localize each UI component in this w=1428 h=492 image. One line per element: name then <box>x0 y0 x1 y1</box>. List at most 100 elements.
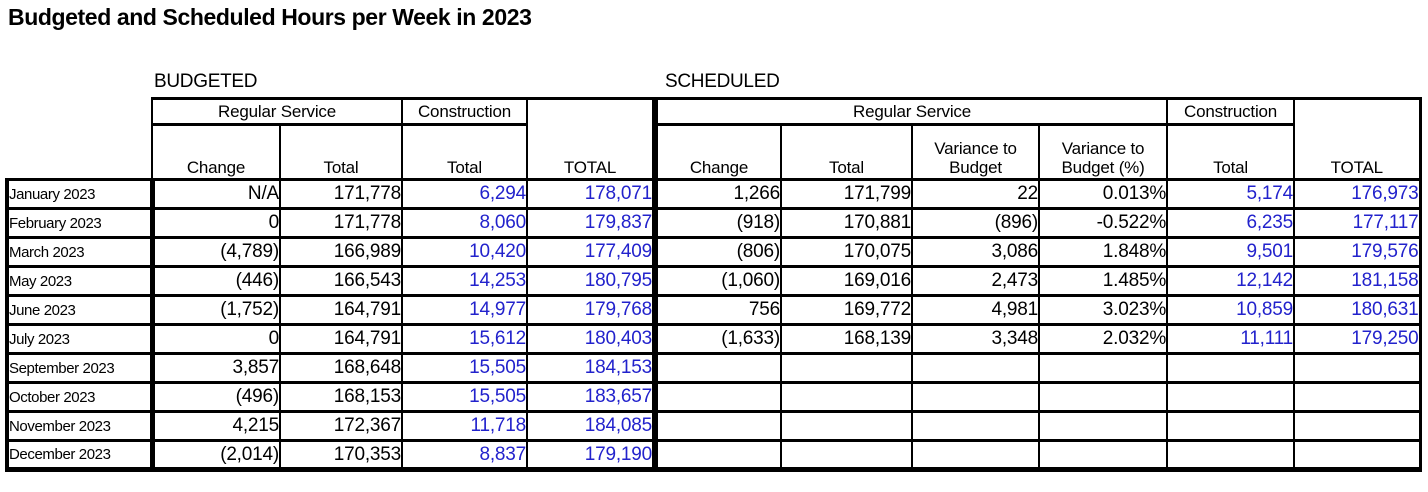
cell-budgeted-total[interactable]: 168,648 <box>278 352 404 384</box>
cell-budgeted-construction-total[interactable]: 15,505 <box>401 381 529 413</box>
cell-scheduled-change[interactable]: (1,633) <box>652 323 783 355</box>
cell-scheduled-change[interactable] <box>652 439 783 472</box>
row-label[interactable]: October 2023 <box>5 381 155 413</box>
cell-scheduled-change[interactable]: (918) <box>652 207 783 239</box>
cell-budgeted-total[interactable]: 172,367 <box>278 410 404 442</box>
cell-budgeted-grand-total[interactable]: 180,403 <box>526 323 657 355</box>
cell-scheduled-change[interactable]: 1,266 <box>652 178 783 210</box>
cell-budgeted-total[interactable]: 168,153 <box>278 381 404 413</box>
cell-scheduled-grand-total[interactable]: 177,117 <box>1293 207 1422 239</box>
cell-scheduled-variance[interactable]: (896) <box>911 207 1041 239</box>
cell-scheduled-construction-total[interactable]: 5,174 <box>1166 178 1296 210</box>
cell-budgeted-construction-total[interactable]: 14,977 <box>401 294 529 326</box>
cell-scheduled-construction-total[interactable]: 9,501 <box>1166 236 1296 268</box>
cell-budgeted-grand-total[interactable]: 184,153 <box>526 352 657 384</box>
row-label[interactable]: September 2023 <box>5 352 155 384</box>
budgeted-regular-service-header[interactable]: Regular Service <box>150 97 404 126</box>
cell-budgeted-change[interactable]: N/A <box>151 178 281 210</box>
cell-budgeted-grand-total[interactable]: 177,409 <box>526 236 657 268</box>
row-label[interactable]: May 2023 <box>5 265 155 297</box>
cell-budgeted-grand-total[interactable]: 179,190 <box>526 439 657 472</box>
cell-scheduled-variance-pct[interactable] <box>1038 410 1169 442</box>
cell-scheduled-variance-pct[interactable]: 0.013% <box>1038 178 1169 210</box>
cell-scheduled-variance[interactable] <box>911 439 1041 472</box>
cell-budgeted-construction-total[interactable]: 10,420 <box>401 236 529 268</box>
cell-scheduled-change[interactable]: 756 <box>652 294 783 326</box>
cell-scheduled-construction-total[interactable]: 10,859 <box>1166 294 1296 326</box>
cell-budgeted-grand-total[interactable]: 183,657 <box>526 381 657 413</box>
cell-scheduled-grand-total[interactable]: 179,250 <box>1293 323 1422 355</box>
scheduled-construction-total-header[interactable]: Total <box>1166 123 1296 181</box>
cell-scheduled-change[interactable] <box>652 352 783 384</box>
cell-scheduled-construction-total[interactable]: 12,142 <box>1166 265 1296 297</box>
cell-budgeted-grand-total[interactable]: 179,837 <box>526 207 657 239</box>
cell-scheduled-grand-total[interactable] <box>1293 439 1422 472</box>
cell-budgeted-total[interactable]: 166,989 <box>278 236 404 268</box>
cell-budgeted-construction-total[interactable]: 15,612 <box>401 323 529 355</box>
cell-scheduled-variance-pct[interactable] <box>1038 381 1169 413</box>
cell-scheduled-variance-pct[interactable]: -0.522% <box>1038 207 1169 239</box>
budgeted-change-header[interactable]: Change <box>151 123 281 181</box>
cell-scheduled-variance[interactable]: 22 <box>911 178 1041 210</box>
scheduled-variance-pct-header[interactable]: Variance to Budget (%) <box>1038 123 1169 181</box>
cell-scheduled-grand-total[interactable]: 179,576 <box>1293 236 1422 268</box>
cell-scheduled-variance-pct[interactable] <box>1038 352 1169 384</box>
cell-budgeted-total[interactable]: 171,778 <box>278 178 404 210</box>
cell-scheduled-construction-total[interactable] <box>1166 439 1296 472</box>
cell-scheduled-total[interactable]: 168,139 <box>780 323 914 355</box>
budgeted-construction-total-header[interactable]: Total <box>401 123 529 181</box>
cell-budgeted-grand-total[interactable]: 178,071 <box>526 178 657 210</box>
cell-scheduled-construction-total[interactable] <box>1166 410 1296 442</box>
cell-budgeted-change[interactable]: (2,014) <box>151 439 281 472</box>
scheduled-change-header[interactable]: Change <box>652 123 783 181</box>
row-label[interactable]: December 2023 <box>5 439 155 472</box>
cell-scheduled-grand-total[interactable] <box>1293 352 1422 384</box>
cell-scheduled-variance-pct[interactable]: 1.848% <box>1038 236 1169 268</box>
cell-budgeted-grand-total[interactable]: 180,795 <box>526 265 657 297</box>
cell-scheduled-grand-total[interactable] <box>1293 410 1422 442</box>
cell-scheduled-total[interactable]: 169,772 <box>780 294 914 326</box>
budgeted-total-header[interactable]: Total <box>278 123 404 181</box>
budgeted-grand-total-header[interactable]: TOTAL <box>526 97 657 181</box>
row-label[interactable]: January 2023 <box>5 178 155 210</box>
row-label[interactable]: February 2023 <box>5 207 155 239</box>
cell-budgeted-change[interactable]: (496) <box>151 381 281 413</box>
cell-budgeted-change[interactable]: 3,857 <box>151 352 281 384</box>
cell-scheduled-total[interactable] <box>780 352 914 384</box>
cell-scheduled-variance-pct[interactable]: 1.485% <box>1038 265 1169 297</box>
cell-scheduled-change[interactable]: (1,060) <box>652 265 783 297</box>
row-label[interactable]: July 2023 <box>5 323 155 355</box>
cell-scheduled-change[interactable] <box>652 410 783 442</box>
cell-budgeted-construction-total[interactable]: 8,060 <box>401 207 529 239</box>
cell-budgeted-change[interactable]: 4,215 <box>151 410 281 442</box>
cell-scheduled-variance-pct[interactable]: 3.023% <box>1038 294 1169 326</box>
scheduled-variance-header[interactable]: Variance to Budget <box>911 123 1041 181</box>
scheduled-regular-service-header[interactable]: Regular Service <box>652 97 1169 126</box>
cell-budgeted-construction-total[interactable]: 8,837 <box>401 439 529 472</box>
cell-budgeted-change[interactable]: 0 <box>151 207 281 239</box>
cell-scheduled-total[interactable]: 171,799 <box>780 178 914 210</box>
cell-scheduled-variance-pct[interactable] <box>1038 439 1169 472</box>
cell-scheduled-grand-total[interactable] <box>1293 381 1422 413</box>
scheduled-total-header[interactable]: Total <box>780 123 914 181</box>
scheduled-grand-total-header[interactable]: TOTAL <box>1293 97 1422 181</box>
cell-budgeted-construction-total[interactable]: 14,253 <box>401 265 529 297</box>
cell-scheduled-variance[interactable]: 3,348 <box>911 323 1041 355</box>
cell-scheduled-change[interactable]: (806) <box>652 236 783 268</box>
cell-scheduled-grand-total[interactable]: 180,631 <box>1293 294 1422 326</box>
cell-budgeted-total[interactable]: 170,353 <box>278 439 404 472</box>
cell-scheduled-construction-total[interactable]: 11,111 <box>1166 323 1296 355</box>
cell-budgeted-grand-total[interactable]: 184,085 <box>526 410 657 442</box>
cell-scheduled-total[interactable] <box>780 381 914 413</box>
cell-scheduled-variance[interactable] <box>911 352 1041 384</box>
cell-scheduled-change[interactable] <box>652 381 783 413</box>
cell-scheduled-variance[interactable]: 3,086 <box>911 236 1041 268</box>
row-label[interactable]: June 2023 <box>5 294 155 326</box>
cell-scheduled-total[interactable]: 170,075 <box>780 236 914 268</box>
cell-budgeted-total[interactable]: 164,791 <box>278 294 404 326</box>
cell-budgeted-total[interactable]: 171,778 <box>278 207 404 239</box>
cell-budgeted-change[interactable]: (4,789) <box>151 236 281 268</box>
cell-budgeted-construction-total[interactable]: 11,718 <box>401 410 529 442</box>
cell-budgeted-change[interactable]: (446) <box>151 265 281 297</box>
cell-scheduled-construction-total[interactable] <box>1166 381 1296 413</box>
